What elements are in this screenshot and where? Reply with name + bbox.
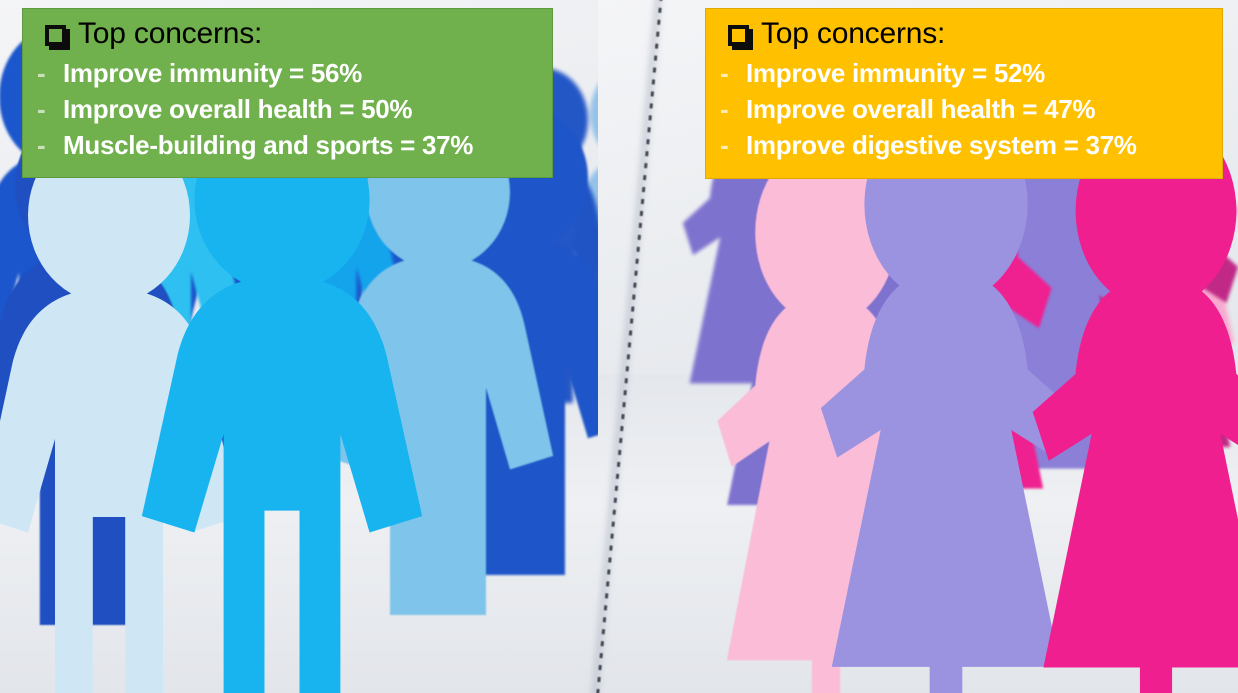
bullet-marker: - [720,130,729,160]
list-item: - Improve immunity = 52% [716,55,1212,91]
bullet-marker: - [720,58,729,88]
bullet-label: Improve immunity = 56% [63,58,363,88]
callout-male-bullet-list: - Improve immunity = 56% - Improve overa… [33,55,542,163]
callout-male-title: Top concerns: [78,17,263,50]
callout-female-bullet-list: - Improve immunity = 52% - Improve overa… [716,55,1212,163]
bullet-label: Improve immunity = 52% [746,58,1046,88]
bullet-marker: - [720,94,729,124]
callout-female-title-row: Top concerns: [728,15,1212,53]
callout-female-top-concerns: Top concerns: - Improve immunity = 52% -… [705,8,1223,179]
bullet-marker: - [37,58,46,88]
list-item: - Improve overall health = 47% [716,91,1212,127]
paper-person-hero-magenta [1022,113,1238,693]
bullet-marker: - [37,130,46,160]
bullet-label: Improve digestive system = 37% [746,130,1137,160]
list-item: - Muscle-building and sports = 37% [33,127,542,163]
paper-person-hero-bright [136,107,428,693]
list-item: - Improve overall health = 50% [33,91,542,127]
checkbox-square-icon [728,24,749,46]
list-item: - Improve immunity = 56% [33,55,542,91]
bullet-label: Improve overall health = 47% [746,94,1096,124]
checkbox-square-icon [45,24,66,46]
callout-female-title: Top concerns: [761,17,946,50]
bullet-marker: - [37,94,46,124]
callout-male-top-concerns: Top concerns: - Improve immunity = 56% -… [22,8,553,178]
bullet-label: Muscle-building and sports = 37% [63,130,474,160]
callout-male-title-row: Top concerns: [45,15,542,53]
list-item: - Improve digestive system = 37% [716,127,1212,163]
bullet-label: Improve overall health = 50% [63,94,413,124]
